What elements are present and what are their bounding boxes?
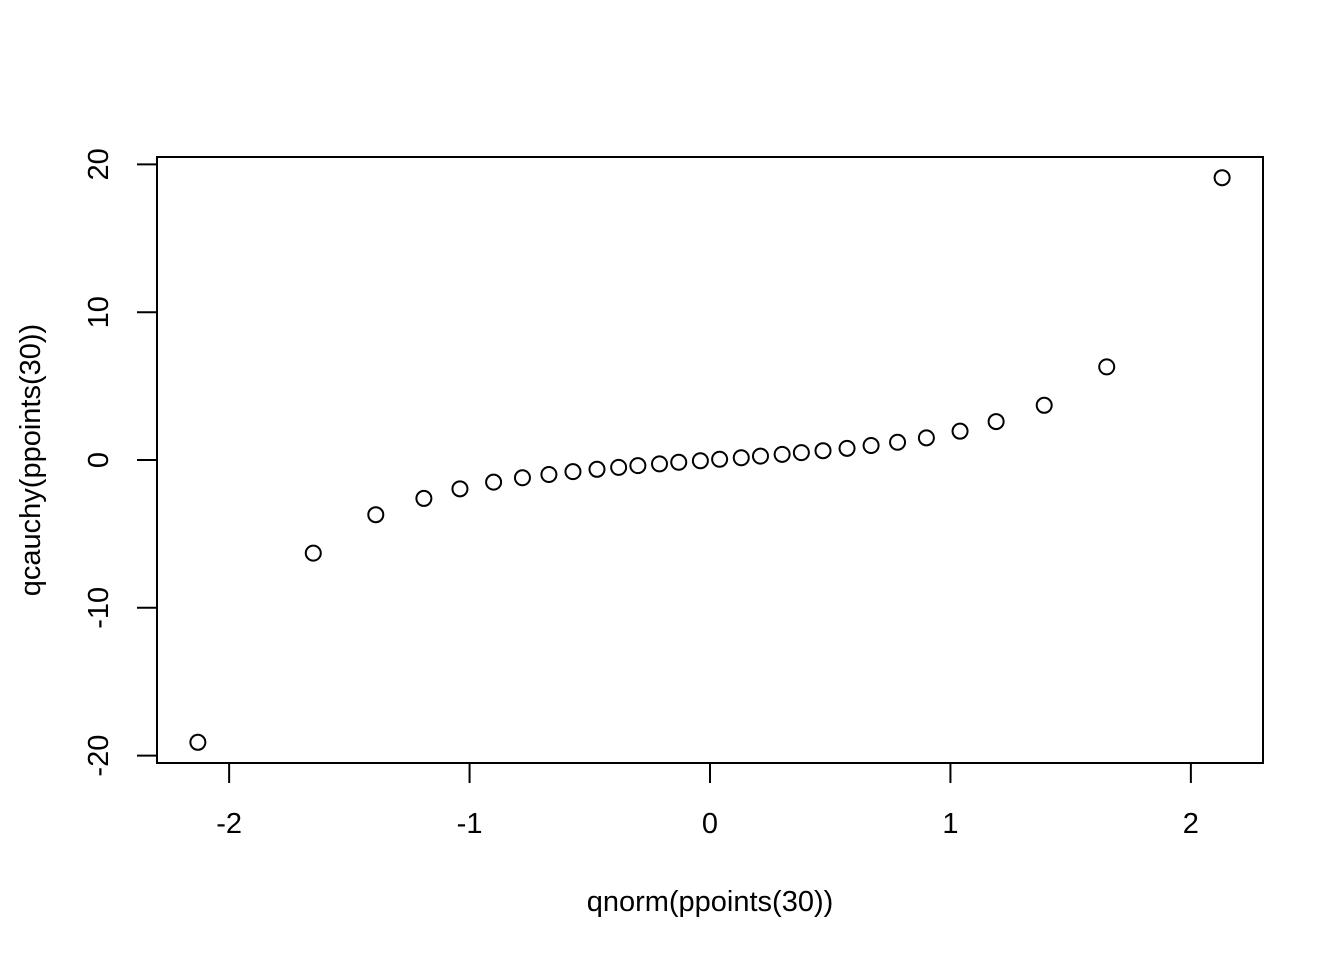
data-point — [513, 469, 531, 487]
y-axis: -20 -10 0 10 20 — [83, 148, 158, 777]
data-point — [588, 460, 606, 478]
data-point — [189, 733, 207, 751]
x-axis-label: qnorm(ppoints(30)) — [587, 886, 834, 918]
x-tick-label: 1 — [942, 808, 958, 840]
data-point — [304, 544, 322, 562]
data-point — [651, 455, 669, 473]
data-point — [889, 433, 907, 451]
data-point — [838, 439, 856, 457]
data-point — [773, 445, 791, 463]
data-point — [792, 444, 810, 462]
data-point — [1213, 169, 1231, 187]
data-point — [814, 442, 832, 460]
y-tick-label: 10 — [83, 296, 115, 328]
data-point — [367, 506, 385, 524]
data-point — [629, 457, 647, 475]
data-point — [691, 452, 709, 470]
y-tick-label: -20 — [83, 735, 115, 777]
data-point — [610, 458, 628, 476]
data-point — [917, 429, 935, 447]
data-point — [1098, 358, 1116, 376]
data-point — [540, 465, 558, 483]
data-point — [485, 473, 503, 491]
data-point — [711, 450, 729, 468]
y-tick-label: -10 — [83, 587, 115, 629]
y-axis-label: qcauchy(ppoints(30)) — [15, 324, 47, 596]
data-point — [751, 447, 769, 465]
x-tick-label: -2 — [216, 808, 242, 840]
data-point — [451, 480, 469, 498]
data-point — [564, 463, 582, 481]
x-tick-label: 2 — [1183, 808, 1199, 840]
y-tick-label: 0 — [83, 452, 115, 468]
data-point — [732, 449, 750, 467]
data-point — [987, 413, 1005, 431]
data-point — [951, 422, 969, 440]
data-point — [415, 489, 433, 507]
data-point — [670, 453, 688, 471]
data-point — [862, 437, 880, 455]
data-points — [189, 169, 1231, 751]
y-tick-label: 20 — [83, 148, 115, 180]
data-point — [1035, 396, 1053, 414]
x-tick-label: 0 — [702, 808, 718, 840]
plot-frame — [156, 156, 1264, 764]
x-tick-label: -1 — [457, 808, 483, 840]
x-axis: -2 -1 0 1 2 — [216, 762, 1199, 840]
